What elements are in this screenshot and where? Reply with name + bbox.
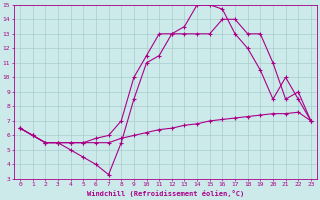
X-axis label: Windchill (Refroidissement éolien,°C): Windchill (Refroidissement éolien,°C) xyxy=(87,190,244,197)
